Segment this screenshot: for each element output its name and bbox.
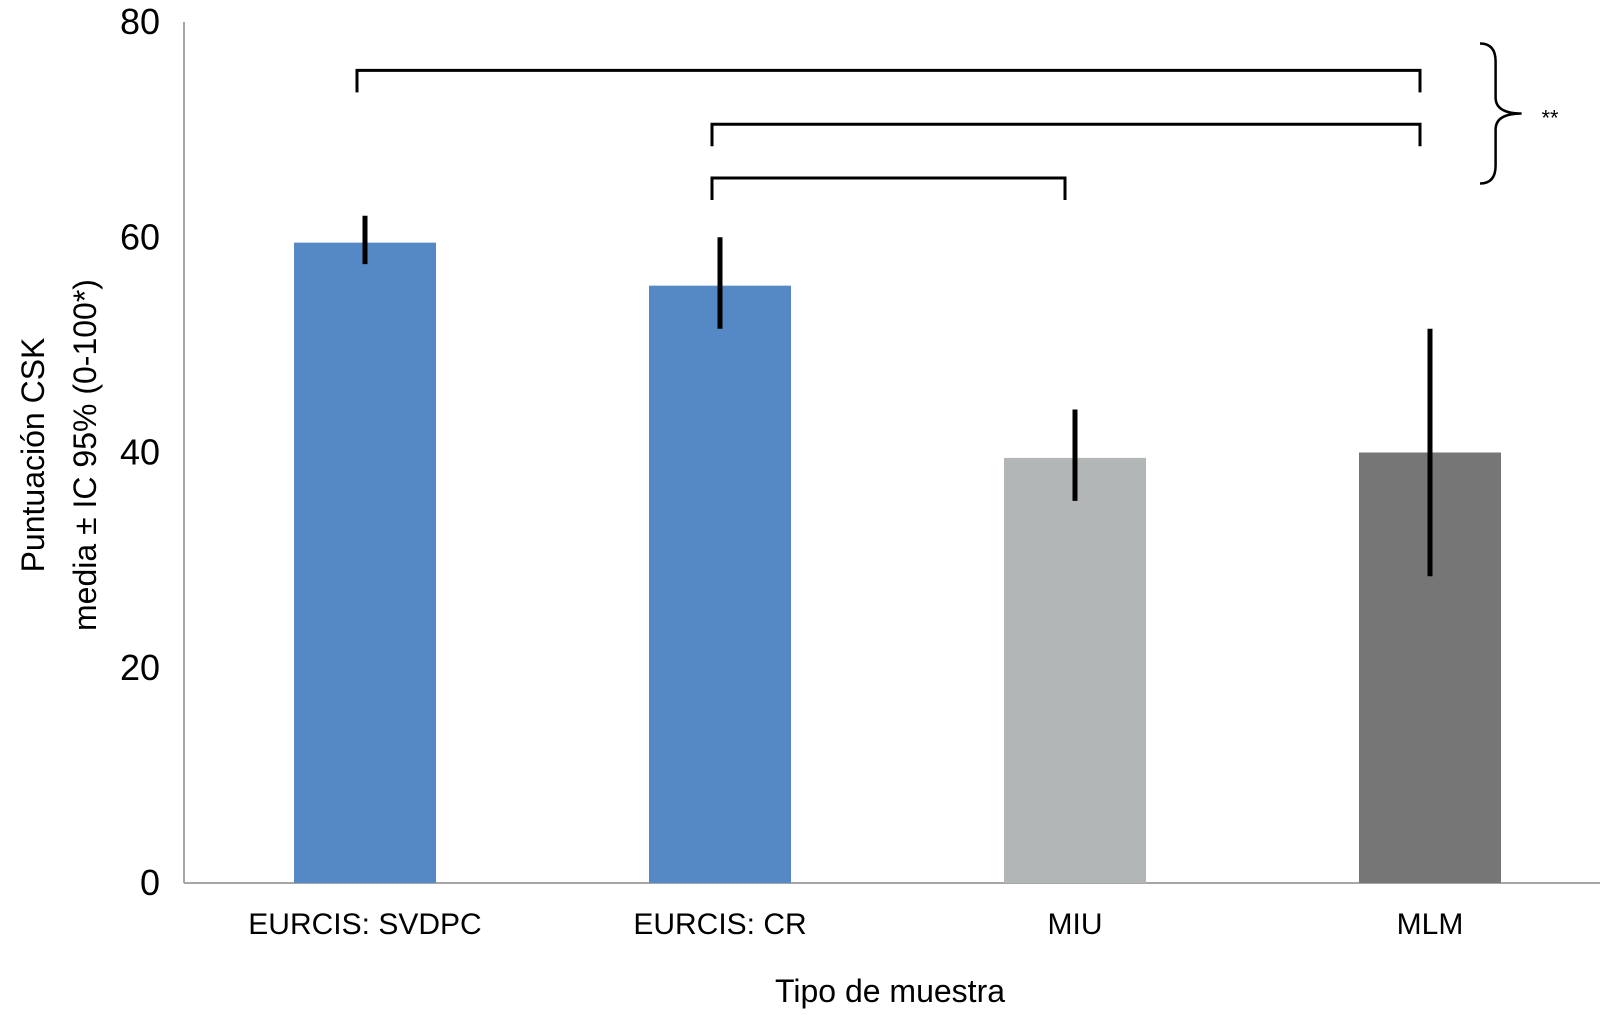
significance-bracket xyxy=(355,68,1422,93)
significance-label: ** xyxy=(1541,105,1559,130)
y-tick-label: 0 xyxy=(140,862,160,903)
y-axis-title-line-1: Puntuación CSK xyxy=(15,338,51,573)
significance-bracket xyxy=(710,122,1422,147)
y-axis-title-line-2: media ± IC 95% (0-100*) xyxy=(67,279,103,631)
y-tick-label: 40 xyxy=(120,432,160,473)
significance-brace xyxy=(1479,42,1522,185)
bar xyxy=(1004,457,1146,883)
labels: EURCIS: SVDPC EURCIS: CR MIU MLM Tipo de mue… xyxy=(15,279,1463,1009)
bar xyxy=(649,285,791,883)
x-category-label: MLM xyxy=(1397,908,1464,941)
y-axis-title: Puntuación CSK media ± IC 95% (0-100*) xyxy=(15,279,103,631)
x-category-label: EURCIS: SVDPC xyxy=(248,908,481,941)
bar xyxy=(294,242,436,884)
x-axis-title: Tipo de muestra xyxy=(775,973,1005,1009)
significance-brackets: ** xyxy=(355,42,1559,201)
x-category-label: MIU xyxy=(1048,908,1103,941)
y-tick-label: 80 xyxy=(120,1,160,42)
y-tick-label: 20 xyxy=(120,647,160,688)
significance-bracket xyxy=(710,176,1067,201)
x-category-label: EURCIS: CR xyxy=(633,908,806,941)
bars xyxy=(294,242,1501,884)
y-tick-label: 60 xyxy=(120,216,160,257)
error-bars xyxy=(362,215,1433,577)
